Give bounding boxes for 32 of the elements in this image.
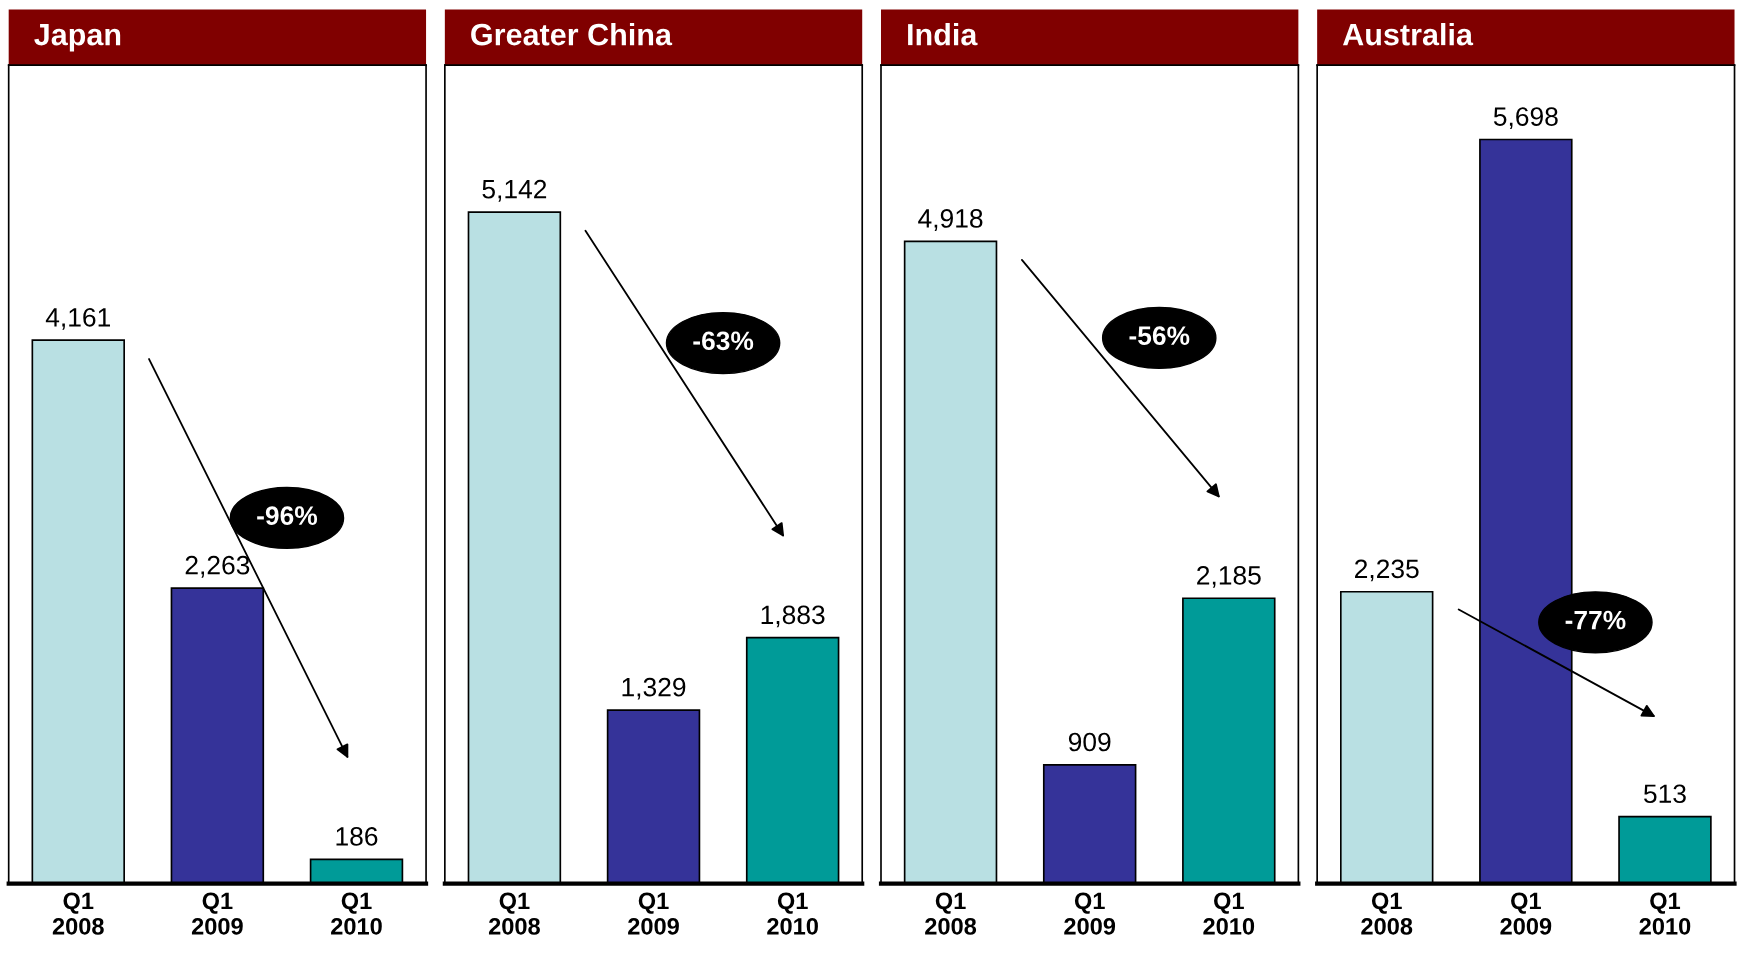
x-tick-label: Q1 2010 — [331, 892, 382, 935]
chart-title: Japan — [34, 24, 121, 52]
data-label: 4,918 — [918, 209, 983, 231]
data-label: 5,142 — [482, 179, 547, 202]
x-tick-label: Q1 2010 — [767, 892, 818, 935]
x-tick-label: Q1 2010 — [1203, 892, 1255, 935]
x-tick-label: Q1 2008 — [925, 892, 977, 935]
data-label: 513 — [1644, 784, 1686, 804]
x-tick-label: Q1 2008 — [488, 892, 540, 935]
annotation: -77% — [1565, 610, 1626, 630]
data-label: 2,263 — [185, 555, 250, 578]
x-tick-label: Q1 2008 — [1361, 892, 1413, 935]
x-tick-label: Q1 2009 — [1064, 892, 1116, 935]
x-tick-label: Q1 2009 — [191, 892, 243, 935]
data-label: 5,698 — [1493, 107, 1558, 130]
annotation: -56% — [1129, 326, 1190, 346]
chart-title: Greater China — [471, 22, 673, 46]
x-tick-label: Q1 2010 — [1639, 892, 1691, 935]
chart-title: Australia — [1342, 22, 1474, 46]
data-label: 186 — [336, 827, 378, 846]
data-label: 2,185 — [1197, 566, 1261, 588]
annotation: -96% — [257, 506, 318, 525]
chart-title: India — [908, 22, 978, 46]
data-label: 1,329 — [622, 677, 686, 700]
data-label: 2,235 — [1355, 559, 1419, 582]
x-tick-label: Q1 2009 — [1500, 892, 1552, 935]
x-tick-label: Q1 2008 — [52, 892, 104, 935]
data-label: 4,161 — [45, 307, 110, 330]
data-label: 909 — [1068, 732, 1111, 752]
x-tick-label: Q1 2009 — [628, 892, 679, 935]
data-label: 1,883 — [761, 605, 825, 628]
annotation: -63% — [693, 331, 754, 351]
